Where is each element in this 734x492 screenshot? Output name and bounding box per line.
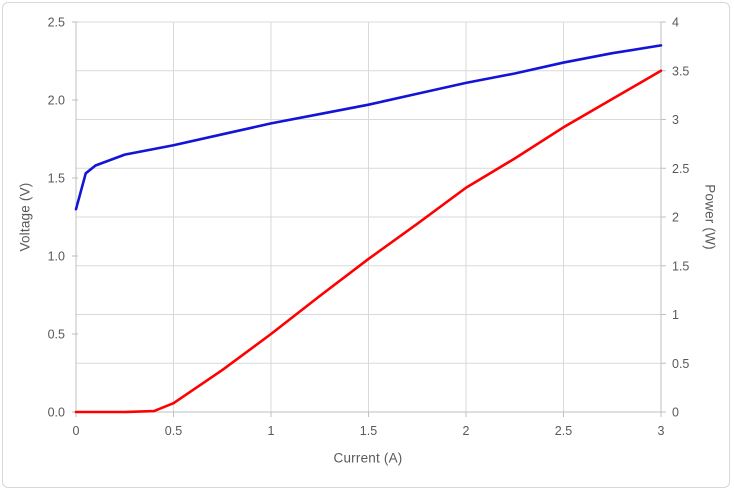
- x-axis-tick-label: 2.5: [555, 424, 572, 438]
- left-axis-tick-label: 0.5: [48, 328, 65, 342]
- right-axis-tick-label: 3: [672, 113, 679, 127]
- left-axis-tick-label: 1.5: [48, 172, 65, 186]
- right-axis-tick-label: 4: [672, 16, 679, 30]
- left-axis-title: Voltage (V): [17, 182, 33, 252]
- x-axis-tick-label: 0: [73, 424, 80, 438]
- x-axis-tick-label: 1.5: [360, 424, 377, 438]
- right-axis-tick-label: 1: [672, 308, 679, 322]
- x-axis-tick-label: 2: [463, 424, 470, 438]
- left-axis-tick-label: 1.0: [48, 250, 65, 264]
- power-line: [74, 69, 663, 414]
- left-axis-tick-label: 0.0: [48, 406, 65, 420]
- right-axis-tick-label: 0.5: [672, 357, 689, 371]
- x-axis-tick-label: 1: [268, 424, 275, 438]
- chart-frame: [2, 2, 730, 488]
- x-axis-tick-label: 3: [658, 424, 665, 438]
- right-axis-tick-label: 3.5: [672, 64, 689, 78]
- right-axis-tick-label: 2: [672, 211, 679, 225]
- left-axis-tick-label: 2.0: [48, 94, 65, 108]
- right-axis-title: Power (W): [702, 184, 718, 250]
- x-axis-title: Current (A): [333, 450, 403, 466]
- x-axis-tick-label: 0.5: [165, 424, 182, 438]
- right-axis-tick-label: 1.5: [672, 259, 689, 273]
- left-axis-tick-label: 2.5: [48, 16, 65, 30]
- voltage-line: [74, 44, 663, 211]
- right-axis-tick-label: 0: [672, 406, 679, 420]
- right-axis-tick-label: 2.5: [672, 162, 689, 176]
